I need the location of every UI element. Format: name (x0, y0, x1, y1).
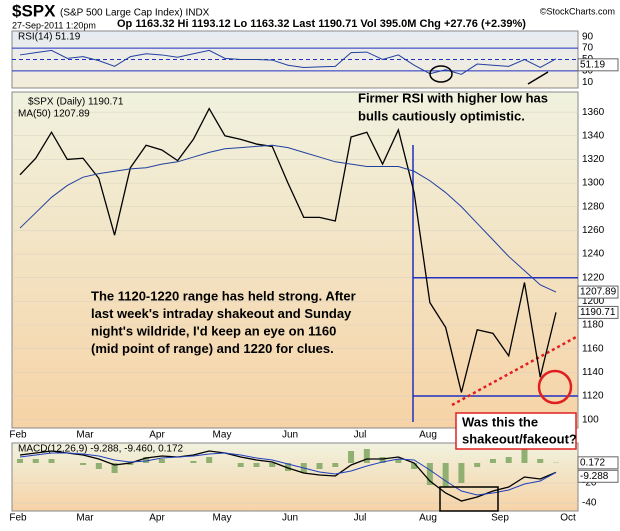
histogram-bar (238, 463, 244, 467)
histogram-bar (490, 459, 496, 463)
y-tick-label: 100 (582, 414, 599, 425)
x-tick-label: Feb (9, 430, 27, 441)
quote: Op 1163.32 Hi 1193.12 Lo 1163.32 Last 11… (117, 18, 526, 30)
annotation: last week's intraday shakeout and Sunday (91, 306, 352, 321)
value-box-label: 1207.89 (580, 287, 617, 298)
y-tick-label: 1180 (582, 320, 604, 331)
x-tick-label: May (213, 513, 232, 524)
histogram-bar (443, 463, 449, 487)
macd-tick-label: -40 (582, 498, 597, 509)
value-box-label: 0.172 (580, 457, 605, 468)
histogram-bar (364, 449, 370, 463)
x-tick-label: Jul (354, 430, 367, 441)
annotation: night's wildride, I'd keep an eye on 116… (91, 323, 336, 338)
y-tick-label: 1160 (582, 343, 604, 354)
legend-entry: $SPX (Daily) 1190.71 (28, 97, 124, 108)
macd-legend: MACD(12,26,9) -9.288, -9.460, 0.172 (18, 444, 184, 455)
y-tick-label: 1300 (582, 178, 605, 189)
histogram-bar (253, 463, 259, 467)
x-tick-label: Jun (282, 513, 298, 524)
annotation: The 1120-1220 range has held strong. Aft… (91, 288, 356, 303)
rsi-legend: RSI(14) 51.19 (18, 32, 81, 43)
x-tick-label: Jun (282, 430, 298, 441)
annotation: (mid point of range) and 1220 for clues. (91, 341, 334, 356)
histogram-bar (458, 463, 464, 483)
x-tick-label: Mar (76, 513, 94, 524)
annotation: Was this the (462, 414, 538, 429)
y-tick-label: 1320 (582, 154, 605, 165)
ticker: $SPX (12, 1, 56, 20)
date: 27-Sep-2011 1:20pm (12, 20, 96, 30)
annotation: Firmer RSI with higher low has (358, 90, 548, 105)
y-tick-label: 1340 (582, 130, 605, 141)
x-tick-label: Sep (491, 513, 509, 524)
y-tick-label: 1260 (582, 225, 605, 236)
histogram-bar (537, 459, 543, 463)
value-box-label: 1190.71 (580, 307, 616, 318)
histogram-bar (96, 463, 102, 469)
x-tick-label: Aug (419, 430, 437, 441)
x-tick-label: Apr (149, 430, 165, 441)
rsi-tick-label: 10 (582, 77, 594, 88)
histogram-bar (159, 459, 165, 463)
value-box-label: 51.19 (580, 59, 605, 70)
histogram-bar (190, 461, 196, 463)
x-tick-label: Feb (9, 513, 27, 524)
y-tick-label: 1120 (582, 391, 604, 402)
credit: ©StockCharts.com (540, 6, 615, 16)
histogram-bar (269, 463, 275, 467)
x-tick-label: Mar (76, 430, 94, 441)
x-tick-label: Aug (419, 513, 437, 524)
histogram-bar (506, 457, 512, 463)
y-tick-label: 1220 (582, 272, 605, 283)
annotation: shakeout/fakeout? (462, 431, 577, 446)
histogram-bar (332, 463, 338, 467)
rsi-tick-label: 70 (582, 43, 594, 54)
price-panel (12, 92, 578, 428)
histogram-bar (348, 451, 354, 463)
legend-entry: MA(50) 1207.89 (18, 109, 90, 120)
histogram-bar (80, 463, 86, 465)
y-tick-label: 1240 (582, 249, 605, 260)
histogram-bar (17, 459, 23, 463)
histogram-bar (474, 463, 480, 467)
x-tick-label: Apr (149, 513, 165, 524)
histogram-bar (49, 459, 55, 463)
histogram-bar (206, 457, 212, 463)
x-tick-label: Jul (354, 513, 367, 524)
y-tick-label: 1140 (582, 367, 604, 378)
histogram-bar (521, 449, 527, 463)
x-tick-label: May (213, 430, 232, 441)
annotation: bulls cautiously optimistic. (358, 108, 525, 123)
y-tick-label: 1360 (582, 107, 605, 118)
value-box-label: -9.288 (580, 471, 609, 482)
histogram-bar (33, 459, 39, 463)
rsi-tick-label: 90 (582, 31, 594, 42)
histogram-bar (317, 463, 323, 469)
y-tick-label: 1280 (582, 201, 605, 212)
x-tick-label: Oct (560, 513, 576, 524)
